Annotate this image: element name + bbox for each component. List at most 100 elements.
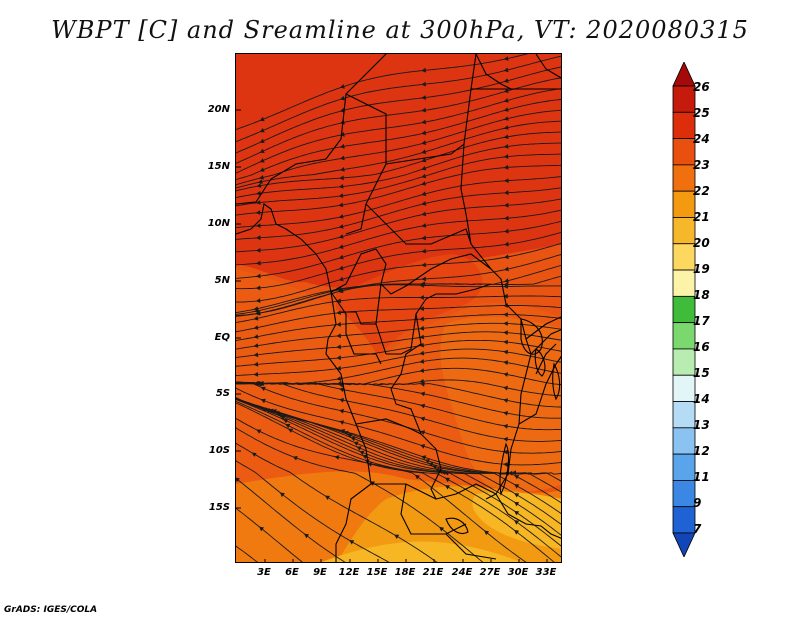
streamline [236, 417, 527, 562]
streamline-arrowhead [421, 191, 427, 197]
streamline [236, 284, 561, 313]
streamline-arrowhead [253, 306, 259, 311]
streamline [236, 131, 561, 192]
streamline-arrowhead [504, 254, 509, 260]
streamline-arrowhead [503, 284, 508, 289]
streamline [236, 427, 484, 562]
streamline-arrowhead [356, 446, 362, 451]
streamline-arrowhead [336, 355, 341, 361]
streamline-arrowhead [503, 293, 508, 299]
streamline-arrowhead [424, 458, 430, 464]
lat-label-5s: 5S [215, 388, 230, 399]
streamline [236, 88, 561, 174]
streamline-arrowhead [419, 295, 424, 300]
map-title: WBPT [C] and Sreamline at 300hPa, VT: 20… [51, 16, 749, 44]
streamline-arrowhead [503, 411, 508, 416]
streamline-arrowhead [253, 315, 259, 321]
legend-swatch [672, 85, 696, 113]
streamline-arrowhead [304, 533, 310, 539]
streamline [236, 120, 561, 189]
legend-label-12: 12 [693, 444, 710, 458]
streamline [236, 54, 529, 130]
streamline-arrowhead [421, 173, 427, 179]
streamline-arrowhead [504, 202, 509, 208]
streamline-arrowhead [503, 349, 508, 355]
streamline-arrowhead [256, 235, 261, 241]
streamline-arrowhead [339, 420, 344, 425]
streamline-arrowhead [421, 140, 427, 145]
streamline-arrowhead [339, 84, 345, 89]
streamline-arrowhead [255, 298, 261, 303]
streamline-arrowhead [259, 175, 264, 180]
country-borders [236, 54, 561, 562]
lon-label-30e: 30E [507, 567, 529, 578]
streamline-arrowhead [347, 433, 353, 438]
streamline-arrowhead [259, 128, 265, 133]
streamline-arrowhead [339, 155, 345, 161]
streamline-arrowhead [414, 474, 420, 480]
streamline-arrowhead [503, 125, 509, 130]
streamline [236, 314, 561, 341]
streamline-arrowhead [503, 360, 509, 366]
streamline-arrowhead [253, 361, 259, 367]
legend-swatch [672, 138, 696, 166]
legend-swatch [672, 164, 696, 192]
streamline [236, 275, 561, 315]
streamline-arrowhead [421, 107, 427, 113]
legend-swatch [672, 374, 696, 402]
legend-swatch [672, 217, 696, 245]
streamline-arrowhead [255, 210, 261, 215]
legend-label-14: 14 [693, 392, 710, 406]
streamline-arrowhead [334, 455, 340, 460]
streamline [236, 460, 390, 562]
streamline-arrowhead [507, 470, 513, 476]
streamline-arrowhead [394, 534, 400, 539]
legend-label-11: 11 [693, 470, 710, 484]
streamline-arrowhead [421, 130, 427, 136]
streamline-arrowhead [253, 343, 259, 348]
streamline-arrowhead [421, 248, 426, 254]
legend-swatch [672, 190, 696, 218]
streamline-arrowhead [514, 501, 520, 507]
lat-label-eq: EQ [214, 332, 230, 343]
streamline-arrowhead [421, 149, 427, 154]
lon-label-24e: 24E [451, 567, 473, 578]
streamline-arrowhead [255, 200, 261, 205]
lon-label-15e: 15E [366, 567, 388, 578]
streamline-arrowhead [504, 241, 509, 247]
streamline [236, 382, 561, 454]
lon-label-21e: 21E [422, 567, 444, 578]
streamline-arrowhead [259, 381, 265, 386]
streamline-arrowhead [338, 244, 344, 249]
streamline-arrowhead [421, 81, 426, 87]
streamline-arrowhead [503, 385, 508, 391]
streamline-arrowhead [260, 386, 266, 392]
streamline-arrowhead [339, 143, 345, 149]
lat-label-5n: 5N [214, 275, 230, 286]
streamline-arrowhead [261, 407, 267, 412]
streamline-arrowhead [421, 157, 427, 163]
legend-swatch [672, 532, 696, 557]
streamline-arrowhead [336, 344, 341, 350]
streamline-arrowhead [292, 456, 298, 461]
streamline-arrowhead [503, 398, 508, 403]
streamline-arrowhead [503, 424, 508, 429]
color-legend-bar [672, 62, 696, 557]
streamline-arrowhead [421, 165, 427, 171]
streamline-arrowhead [338, 214, 344, 219]
lon-label-27e: 27E [479, 567, 501, 578]
streamline-arrowhead [514, 530, 520, 535]
streamline-arrowhead [504, 190, 509, 196]
legend-label-26: 26 [693, 80, 710, 94]
streamline-arrowhead [421, 455, 427, 460]
legend-label-17: 17 [693, 314, 710, 328]
streamline-arrowhead [419, 342, 425, 348]
streamline-arrowhead [256, 247, 261, 253]
streamline-arrowhead [257, 179, 263, 184]
legend-label-19: 19 [693, 262, 710, 276]
streamline-arrowhead [255, 285, 261, 291]
streamline-arrowhead [339, 167, 345, 172]
streamline-arrowhead [283, 419, 289, 424]
axis-ticks [236, 109, 548, 562]
map-panel [235, 53, 562, 563]
